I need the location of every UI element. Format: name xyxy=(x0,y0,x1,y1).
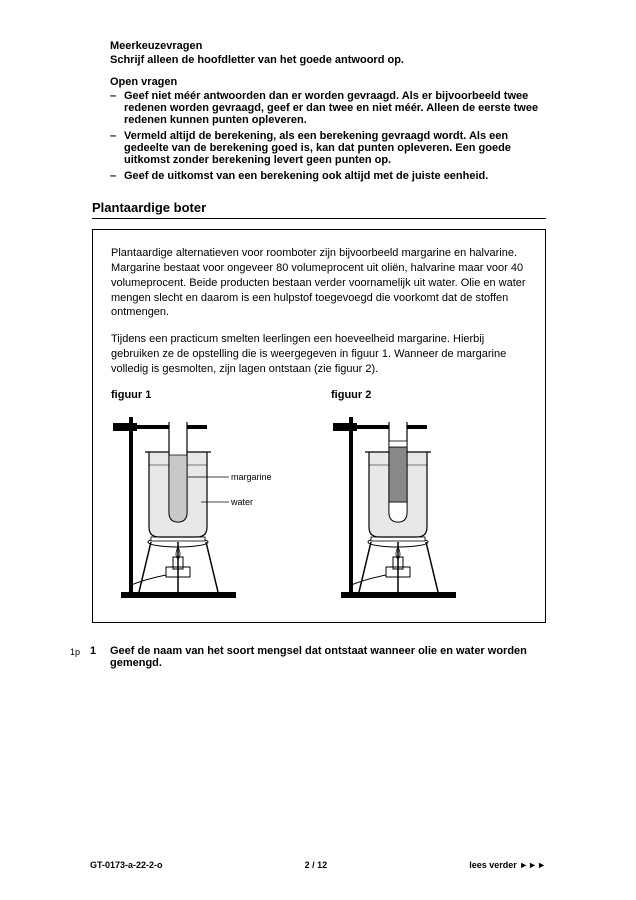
bullet-text: Vermeld altijd de berekening, als een be… xyxy=(124,130,546,166)
figure-2: figuur 2 xyxy=(331,389,511,610)
bullet-item: – Vermeld altijd de berekening, als een … xyxy=(110,130,546,166)
topic-title: Plantaardige boter xyxy=(92,200,546,219)
page-footer: GT-0173-a-22-2-o 2 / 12 lees verder ►►► xyxy=(90,860,546,870)
figure-2-label: figuur 2 xyxy=(331,389,511,401)
content-box: Plantaardige alternatieven voor roombote… xyxy=(92,229,546,623)
figures-row: figuur 1 xyxy=(111,389,527,610)
mc-instruction: Schrijf alleen de hoofdletter van het go… xyxy=(110,54,546,66)
label-margarine: margarine xyxy=(231,472,272,482)
footer-center: 2 / 12 xyxy=(305,860,328,870)
question-text: Geef de naam van het soort mengsel dat o… xyxy=(110,645,546,669)
bullet-text: Geef de uitkomst van een berekening ook … xyxy=(124,170,546,182)
open-heading: Open vragen xyxy=(110,76,546,88)
bullet-list: – Geef niet méér antwoorden dan er worde… xyxy=(110,90,546,182)
paragraph-1: Plantaardige alternatieven voor roombote… xyxy=(111,246,527,320)
question-points: 1p xyxy=(70,645,90,669)
figure-1-label: figuur 1 xyxy=(111,389,291,401)
bullet-dash: – xyxy=(110,170,124,182)
bullet-item: – Geef de uitkomst van een berekening oo… xyxy=(110,170,546,182)
label-water: water xyxy=(230,497,253,507)
figure-1: figuur 1 xyxy=(111,389,291,610)
figure-2-svg xyxy=(331,407,511,607)
bullet-text: Geef niet méér antwoorden dan er worden … xyxy=(124,90,546,126)
mc-heading: Meerkeuzevragen xyxy=(110,40,546,52)
bullet-dash: – xyxy=(110,130,124,166)
paragraph-2: Tijdens een practicum smelten leerlingen… xyxy=(111,332,527,377)
question-1: 1p 1 Geef de naam van het soort mengsel … xyxy=(70,645,546,669)
footer-right: lees verder ►►► xyxy=(469,860,546,870)
footer-left: GT-0173-a-22-2-o xyxy=(90,860,163,870)
bullet-dash: – xyxy=(110,90,124,126)
figure-1-svg: margarine water xyxy=(111,407,291,607)
bullet-item: – Geef niet méér antwoorden dan er worde… xyxy=(110,90,546,126)
question-number: 1 xyxy=(90,645,110,669)
